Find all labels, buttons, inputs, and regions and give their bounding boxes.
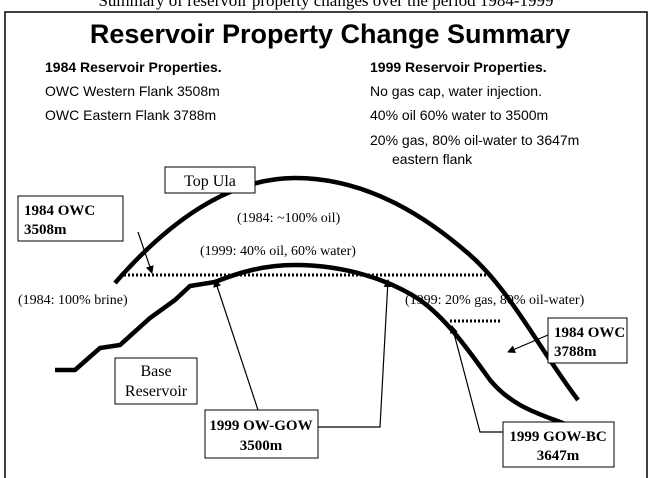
- arrow: [449, 325, 503, 433]
- arrow: [318, 279, 392, 428]
- base-label: Reservoir: [125, 383, 188, 400]
- arrow: [137, 231, 154, 274]
- zone-label: (1999: 20% gas, 80% oil-water): [405, 293, 585, 308]
- ow-gow-label: 1999 OW-GOW: [209, 418, 312, 434]
- top-ula-horizon: [113, 175, 580, 402]
- left-line: OWC Western Flank 3508m: [45, 83, 220, 99]
- zone-label: (1999: 40% oil, 60% water): [200, 244, 356, 259]
- label-box: [114, 357, 198, 405]
- owc-label: 1984 OWC: [24, 203, 95, 219]
- owc-label: 3788m: [554, 344, 597, 360]
- ow-gow-label: 3500m: [240, 438, 283, 454]
- label-box: [164, 166, 256, 194]
- right-line: 40% oil 60% water to 3500m: [370, 107, 548, 123]
- right-heading: 1999 Reservoir Properties.: [370, 59, 547, 75]
- gow-bc-label: 3647m: [537, 448, 580, 464]
- owc-label: 1984 OWC: [554, 325, 625, 341]
- right-line: 20% gas, 80% oil-water to 3647m: [370, 132, 579, 148]
- base-label: Base: [140, 363, 171, 380]
- label-box: [502, 421, 615, 468]
- base-reservoir-horizon: [55, 262, 576, 431]
- label-box: [17, 195, 124, 242]
- zone-label: (1984: ~100% oil): [237, 211, 341, 226]
- title: Reservoir Property Change Summary: [90, 19, 570, 49]
- left-heading: 1984 Reservoir Properties.: [45, 59, 222, 75]
- gow-bc-label: 1999 GOW-BC: [509, 429, 606, 445]
- right-line: No gas cap, water injection.: [370, 83, 542, 99]
- caption: Summary of reservoir property changes ov…: [98, 0, 553, 10]
- right-line: eastern flank: [392, 151, 473, 167]
- label-box: [547, 317, 628, 364]
- arrow: [213, 279, 259, 411]
- frame: [4, 11, 648, 478]
- label-box: [204, 409, 319, 459]
- arrow: [507, 334, 549, 353]
- owc-label: 3508m: [24, 222, 67, 238]
- left-line: OWC Eastern Flank 3788m: [45, 107, 216, 123]
- zone-label: (1984: 100% brine): [18, 293, 128, 308]
- top-ula-label: Top Ula: [184, 173, 236, 190]
